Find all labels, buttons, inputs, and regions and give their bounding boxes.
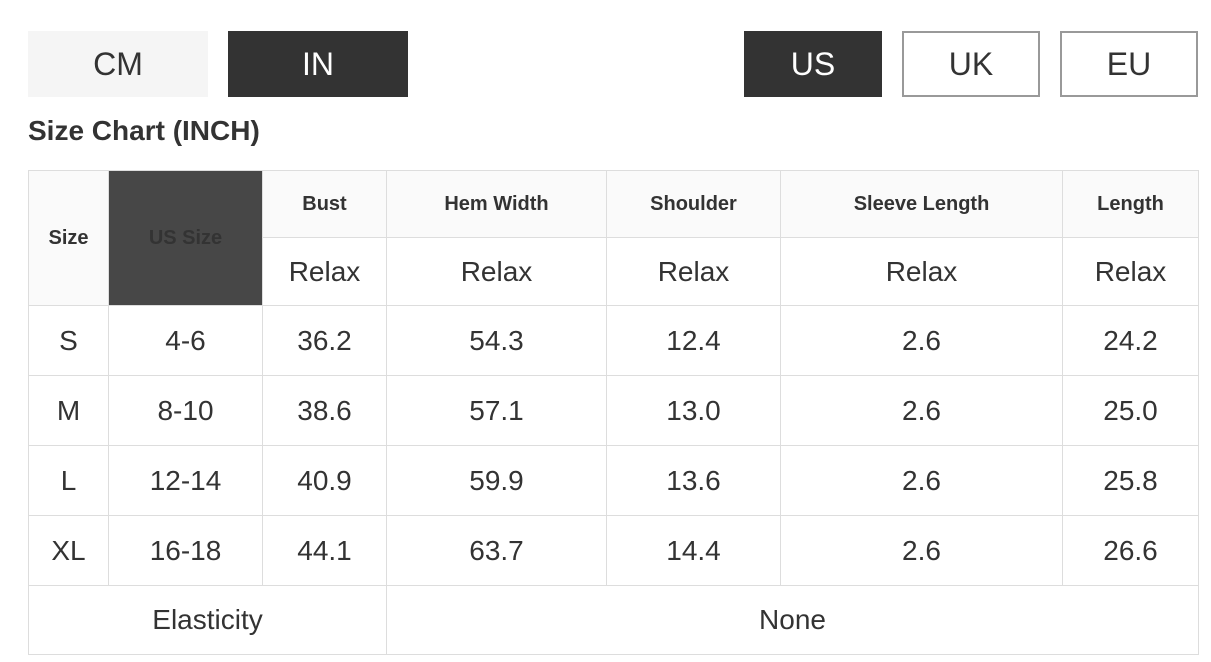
us-size-cell: 16-18 [108, 515, 263, 586]
region-toggle-uk-button[interactable]: UK [902, 31, 1040, 97]
table-row-l: L 12-14 40.9 59.9 13.6 2.6 25.8 [28, 445, 1199, 516]
col-header-size: Size [28, 170, 109, 306]
value-cell-sleeve-length: 2.6 [780, 305, 1063, 376]
size-cell: XL [28, 515, 109, 586]
fit-cell-shoulder: Relax [606, 237, 781, 306]
region-toggle-us-button[interactable]: US [744, 31, 882, 97]
table-row-m: M 8-10 38.6 57.1 13.0 2.6 25.0 [28, 375, 1199, 446]
size-cell: L [28, 445, 109, 516]
col-header-shoulder: Shoulder [606, 170, 781, 238]
page-title: Size Chart (INCH) [28, 115, 260, 146]
fit-cell-bust: Relax [262, 237, 387, 306]
us-size-cell: 4-6 [108, 305, 263, 376]
unit-toggle-cm-button[interactable]: CM [28, 31, 208, 97]
fit-cell-length: Relax [1062, 237, 1199, 306]
fit-cell-sleeve-length: Relax [780, 237, 1063, 306]
value-cell-hem-width: 57.1 [386, 375, 607, 446]
col-header-sleeve-length: Sleeve Length [780, 170, 1063, 238]
col-header-hem-width: Hem Width [386, 170, 607, 238]
header-row-fit: Relax Relax Relax Relax Relax [29, 237, 1199, 306]
size-chart-table: Size US Size Bust Hem Width Shoulder Sle… [28, 170, 1199, 655]
value-cell-sleeve-length: 2.6 [780, 445, 1063, 516]
size-chart-content: CM IN US UK EU Size Chart (INCH) [28, 31, 1199, 655]
value-cell-hem-width: 59.9 [386, 445, 607, 516]
size-cell: M [28, 375, 109, 446]
header-row-measures: Size US Size Bust Hem Width Shoulder Sle… [28, 170, 1199, 306]
value-cell-sleeve-length: 2.6 [780, 375, 1063, 446]
us-size-cell: 12-14 [108, 445, 263, 516]
region-toggle-eu-button[interactable]: EU [1060, 31, 1198, 97]
table-row-s: S 4-6 36.2 54.3 12.4 2.6 24.2 [28, 305, 1199, 376]
value-cell-bust: 40.9 [262, 445, 387, 516]
fit-cell-hem-width: Relax [386, 237, 607, 306]
us-size-cell: 8-10 [108, 375, 263, 446]
value-cell-length: 26.6 [1062, 515, 1199, 586]
col-header-length: Length [1062, 170, 1199, 238]
value-cell-hem-width: 63.7 [386, 515, 607, 586]
value-cell-length: 25.0 [1062, 375, 1199, 446]
value-cell-sleeve-length: 2.6 [780, 515, 1063, 586]
value-cell-bust: 44.1 [262, 515, 387, 586]
value-cell-shoulder: 13.6 [606, 445, 781, 516]
toggle-row: CM IN US UK EU [28, 31, 1198, 97]
size-cell: S [28, 305, 109, 376]
col-header-bust: Bust [262, 170, 387, 238]
value-cell-shoulder: 13.0 [606, 375, 781, 446]
unit-toggle-in-button[interactable]: IN [228, 31, 408, 97]
value-cell-bust: 36.2 [262, 305, 387, 376]
elasticity-label-cell: Elasticity [28, 585, 387, 655]
table-row-elasticity: Elasticity None [28, 585, 1199, 655]
value-cell-hem-width: 54.3 [386, 305, 607, 376]
table-row-xl: XL 16-18 44.1 63.7 14.4 2.6 26.6 [28, 515, 1199, 586]
value-cell-shoulder: 12.4 [606, 305, 781, 376]
region-toggle: US UK EU [744, 31, 1198, 97]
value-cell-length: 24.2 [1062, 305, 1199, 376]
col-header-us-size: US Size [108, 170, 263, 306]
elasticity-value-cell: None [386, 585, 1199, 655]
unit-toggle: CM IN [28, 31, 408, 97]
value-cell-shoulder: 14.4 [606, 515, 781, 586]
value-cell-bust: 38.6 [262, 375, 387, 446]
value-cell-length: 25.8 [1062, 445, 1199, 516]
